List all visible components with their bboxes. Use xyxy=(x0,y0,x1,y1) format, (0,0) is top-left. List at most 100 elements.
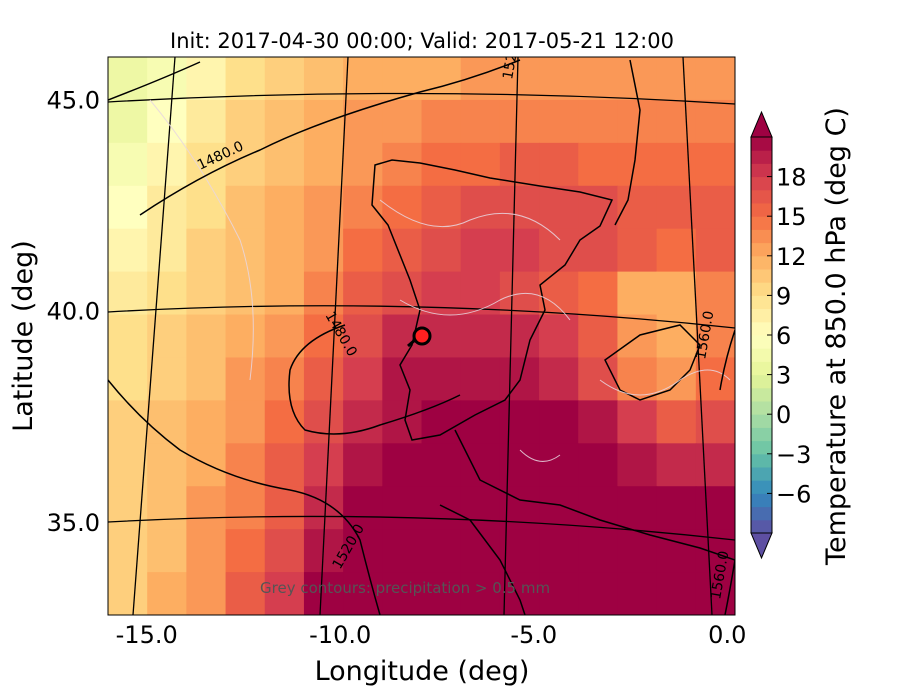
heatmap-cell xyxy=(460,99,501,144)
heatmap-cell xyxy=(225,314,266,359)
heatmap-cell xyxy=(382,99,423,144)
heatmap-cell xyxy=(186,443,227,487)
heatmap-cell xyxy=(343,314,383,359)
y-tick-label: 35.0 xyxy=(47,509,100,537)
heatmap-cell xyxy=(539,228,579,273)
heatmap-cell xyxy=(539,443,579,487)
heatmap-cell xyxy=(343,99,383,144)
heatmap-cell xyxy=(539,357,579,401)
heatmap-cell xyxy=(656,529,697,573)
heatmap-cell xyxy=(695,443,735,487)
heatmap-cell xyxy=(225,228,266,273)
colorbar-segment xyxy=(751,401,772,415)
heatmap-cell xyxy=(225,529,266,573)
heatmap-cell xyxy=(656,142,697,187)
heatmap-cell xyxy=(303,443,344,487)
heatmap-cell xyxy=(499,314,540,359)
heatmap-cell xyxy=(421,228,462,273)
heatmap-cell xyxy=(382,185,423,230)
heatmap-cell xyxy=(539,185,579,230)
heatmap-cell xyxy=(617,572,658,615)
heatmap-cell xyxy=(460,314,501,359)
heatmap-cell xyxy=(499,228,540,273)
heatmap-cell xyxy=(303,357,344,401)
heatmap-cell xyxy=(578,228,619,273)
heatmap-cell xyxy=(343,271,383,316)
heatmap-cell xyxy=(264,443,305,487)
colorbar-tick-label: −6 xyxy=(776,480,811,508)
colorbar-segment xyxy=(751,453,772,468)
heatmap-cell xyxy=(108,271,148,316)
heatmap-cell xyxy=(186,185,227,230)
heatmap-cell xyxy=(303,271,344,316)
heatmap-cell xyxy=(656,57,697,101)
colorbar-segment xyxy=(751,414,772,428)
heatmap-cell xyxy=(382,142,423,187)
colorbar-segment xyxy=(751,203,772,217)
heatmap-cell xyxy=(186,529,227,573)
y-tick-label: 40.0 xyxy=(47,298,100,326)
y-tick-label: 45.0 xyxy=(47,86,100,114)
colorbar-tick-label: 6 xyxy=(776,322,791,350)
colorbar-segment xyxy=(751,269,772,283)
heatmap-cell xyxy=(343,357,383,401)
x-tick-label: -5.0 xyxy=(510,621,557,649)
heatmap-cell xyxy=(108,185,148,230)
x-tick-label: -15.0 xyxy=(116,621,178,649)
heatmap-cell xyxy=(108,99,148,144)
colorbar-segment xyxy=(751,150,772,164)
precipitation-contours xyxy=(149,99,731,462)
colorbar-tick-label: 18 xyxy=(776,164,807,192)
x-axis-label: Longitude (deg) xyxy=(315,656,530,687)
heatmap-cell xyxy=(695,185,735,230)
map-frame xyxy=(107,56,736,616)
colorbar-segment xyxy=(751,361,772,376)
map-area: 1480.0 1480.0 1520.0 1520.0 1560.0 1560.… xyxy=(108,57,735,615)
heatmap-cell xyxy=(460,142,501,187)
heatmap-cell xyxy=(656,357,697,401)
heatmap-cell xyxy=(460,400,501,444)
lat-lon-gridlines xyxy=(108,57,735,615)
heatmap-cell xyxy=(343,185,383,230)
heatmap-cell xyxy=(225,486,266,530)
heatmap-cell xyxy=(656,400,697,444)
heatmap-cell xyxy=(578,99,619,144)
heatmap-cell xyxy=(186,57,227,101)
heatmap-cell xyxy=(539,486,579,530)
colorbar-segment xyxy=(751,295,772,310)
heatmap-cell xyxy=(695,99,735,144)
heatmap-cell xyxy=(343,443,383,487)
heatmap-cell xyxy=(147,357,187,401)
heatmap-cell xyxy=(225,572,266,615)
colorbar-segment xyxy=(751,493,772,508)
heatmap-cell xyxy=(108,314,148,359)
heatmap-cell xyxy=(656,443,697,487)
colorbar-segment xyxy=(751,189,772,204)
heatmap-cell xyxy=(225,57,266,101)
colorbar-segment xyxy=(751,427,772,442)
heatmap-cell xyxy=(264,228,305,273)
heatmap-cell xyxy=(578,529,619,573)
x-axis-ticks: -15.0 -10.0 -5.0 0.0 xyxy=(116,621,747,649)
heatmap-cell xyxy=(656,271,697,316)
heatmap-cell xyxy=(303,99,344,144)
y-axis-label: Latitude (deg) xyxy=(8,240,39,432)
heatmap-cell xyxy=(147,400,187,444)
heatmap-cell xyxy=(382,529,423,573)
heatmap-cell xyxy=(617,228,658,273)
heatmap-cell xyxy=(695,486,735,530)
heatmap-cell xyxy=(656,228,697,273)
heatmap-cell xyxy=(460,486,501,530)
heatmap-cell xyxy=(264,57,305,101)
heatmap-cell xyxy=(421,486,462,530)
colorbar-segment xyxy=(751,321,772,336)
heatmap-cell xyxy=(147,486,187,530)
colorbar-segment xyxy=(751,176,772,191)
x-tick-label: -10.0 xyxy=(309,621,371,649)
heatmap-cell xyxy=(186,99,227,144)
heatmap-cell xyxy=(303,185,344,230)
colorbar-segment xyxy=(751,519,772,534)
heatmap-cell xyxy=(382,443,423,487)
heatmap-cell xyxy=(578,400,619,444)
